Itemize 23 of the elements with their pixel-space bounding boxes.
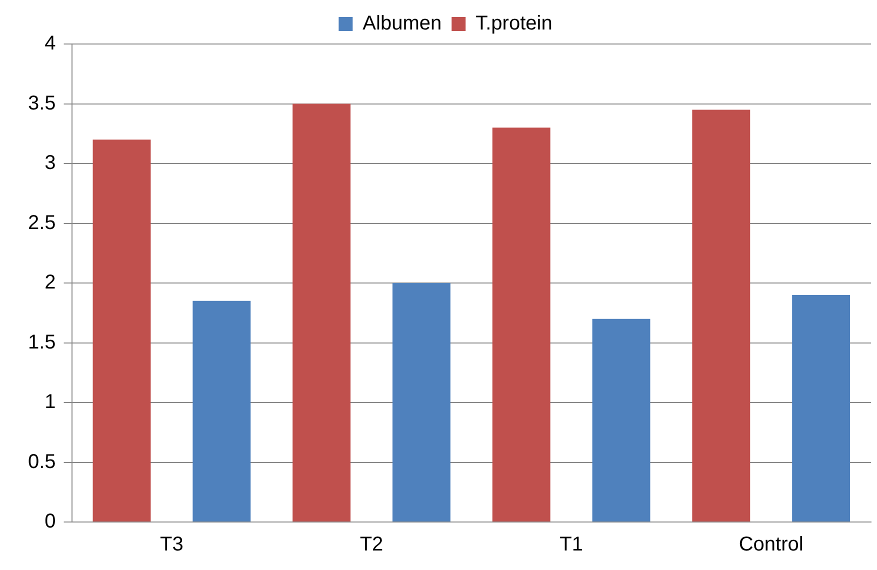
bar: [492, 128, 550, 522]
bar: [792, 294, 850, 522]
y-tick-label: 0.5: [28, 450, 56, 473]
bar: [92, 140, 151, 522]
y-tick-label: 2.5: [28, 212, 56, 234]
bar: [292, 104, 351, 522]
legend-label: T.protein: [476, 12, 552, 35]
y-tick-label: 0: [44, 510, 56, 533]
x-tick-label: T2: [360, 534, 384, 556]
legend-label: Albumen: [362, 12, 442, 35]
y-tick-label: 3.5: [28, 92, 56, 114]
y-tick-label: 1.5: [28, 331, 56, 354]
y-tick-label: 3: [44, 152, 56, 174]
bar: [692, 110, 750, 522]
x-tick-label: T3: [160, 534, 184, 556]
bar: [392, 283, 450, 522]
x-tick-label: Control: [738, 534, 804, 556]
bar: [592, 318, 650, 522]
x-tick-label: T1: [560, 534, 583, 556]
y-tick-label: 4: [44, 32, 56, 55]
y-tick-label: 2: [44, 272, 56, 294]
y-tick-label: 1: [44, 391, 56, 414]
bar: [192, 300, 251, 522]
